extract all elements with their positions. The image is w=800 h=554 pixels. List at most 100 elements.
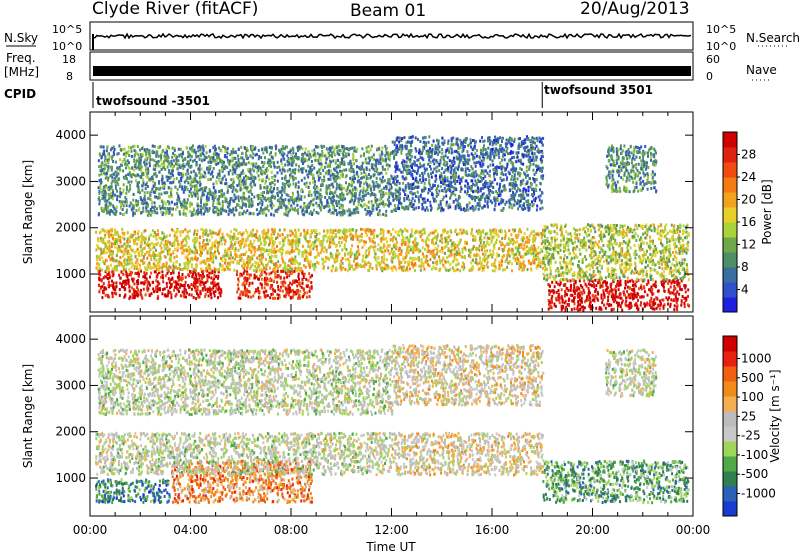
data-cell xyxy=(301,251,304,255)
data-cell xyxy=(112,257,115,261)
data-cell xyxy=(246,261,249,264)
data-cell xyxy=(612,246,615,250)
data-cell xyxy=(137,229,140,233)
data-cell xyxy=(657,225,660,229)
data-cell xyxy=(125,250,128,254)
data-cell xyxy=(606,244,609,248)
data-cell xyxy=(315,201,318,205)
data-cell xyxy=(633,271,636,275)
data-cell xyxy=(361,235,363,239)
data-cell xyxy=(282,269,285,273)
data-cell xyxy=(133,158,136,162)
data-cell xyxy=(286,249,289,253)
data-cell xyxy=(603,280,606,284)
data-cell xyxy=(648,243,651,247)
data-cell xyxy=(647,256,649,260)
data-cell xyxy=(558,296,561,300)
data-cell xyxy=(284,261,287,265)
data-cell xyxy=(276,293,279,297)
data-cell xyxy=(542,228,544,232)
data-cell xyxy=(278,274,281,278)
data-cell xyxy=(572,248,574,252)
data-cell xyxy=(553,277,556,281)
data-cell xyxy=(266,262,269,266)
data-cell xyxy=(557,274,560,278)
data-cell xyxy=(110,242,113,246)
data-cell xyxy=(288,251,291,255)
data-cell xyxy=(194,273,197,277)
data-cell xyxy=(660,258,663,262)
data-cell xyxy=(231,210,234,214)
data-cell xyxy=(248,258,250,262)
data-cell xyxy=(585,265,588,269)
data-cell xyxy=(659,255,662,259)
data-cell xyxy=(333,257,336,261)
data-cell xyxy=(555,280,558,284)
data-cell xyxy=(339,244,342,248)
data-cell xyxy=(560,256,562,260)
data-cell xyxy=(312,241,315,244)
data-cell xyxy=(665,264,668,268)
data-cell xyxy=(542,240,545,244)
data-cell xyxy=(137,238,140,242)
data-cell xyxy=(435,252,438,256)
data-cell xyxy=(239,240,242,243)
data-cell xyxy=(277,260,280,264)
data-cell xyxy=(589,267,592,271)
data-cell xyxy=(161,231,164,235)
data-cell xyxy=(648,246,651,250)
data-cell xyxy=(631,295,634,299)
data-cell xyxy=(628,228,631,232)
data-cell xyxy=(267,228,270,232)
data-cell xyxy=(666,231,669,235)
data-cell xyxy=(153,270,156,274)
data-cell xyxy=(234,241,237,244)
data-cell xyxy=(330,183,333,187)
data-cell xyxy=(210,288,213,292)
data-cell xyxy=(415,229,418,233)
data-cell xyxy=(310,285,313,289)
data-cell xyxy=(656,304,659,308)
data-cell xyxy=(382,260,385,264)
data-cell xyxy=(392,239,394,243)
data-cell xyxy=(673,298,676,302)
data-cell xyxy=(276,274,279,278)
data-cell xyxy=(500,264,503,268)
data-cell xyxy=(140,269,142,273)
data-cell xyxy=(346,235,349,239)
data-cell xyxy=(204,295,207,299)
data-cell xyxy=(355,229,358,232)
data-cell xyxy=(251,254,254,258)
data-cell xyxy=(478,261,481,265)
data-cell xyxy=(598,271,601,275)
data-cell xyxy=(185,241,188,245)
data-cell xyxy=(563,301,566,305)
data-cell xyxy=(406,229,409,233)
data-cell xyxy=(253,291,256,295)
data-cell xyxy=(584,230,587,234)
data-cell xyxy=(459,239,462,243)
data-cell xyxy=(136,272,139,276)
data-cell xyxy=(174,236,177,240)
data-cell xyxy=(226,189,229,193)
data-cell xyxy=(177,242,179,246)
data-cell xyxy=(122,251,125,255)
data-cell xyxy=(639,295,642,299)
data-cell xyxy=(146,289,149,293)
data-cell xyxy=(628,267,631,271)
data-cell xyxy=(402,257,405,261)
data-cell xyxy=(226,233,229,237)
data-cell xyxy=(641,247,644,251)
data-cell xyxy=(120,262,123,266)
data-cell xyxy=(278,248,281,252)
data-cell xyxy=(546,236,549,240)
data-cell xyxy=(141,253,143,257)
data-cell xyxy=(342,156,345,160)
data-cell xyxy=(565,230,568,234)
data-cell xyxy=(654,254,657,258)
data-cell xyxy=(578,228,581,232)
data-cell xyxy=(628,301,631,305)
data-cell xyxy=(135,259,138,263)
data-cell xyxy=(266,294,269,298)
data-cell xyxy=(638,272,641,276)
